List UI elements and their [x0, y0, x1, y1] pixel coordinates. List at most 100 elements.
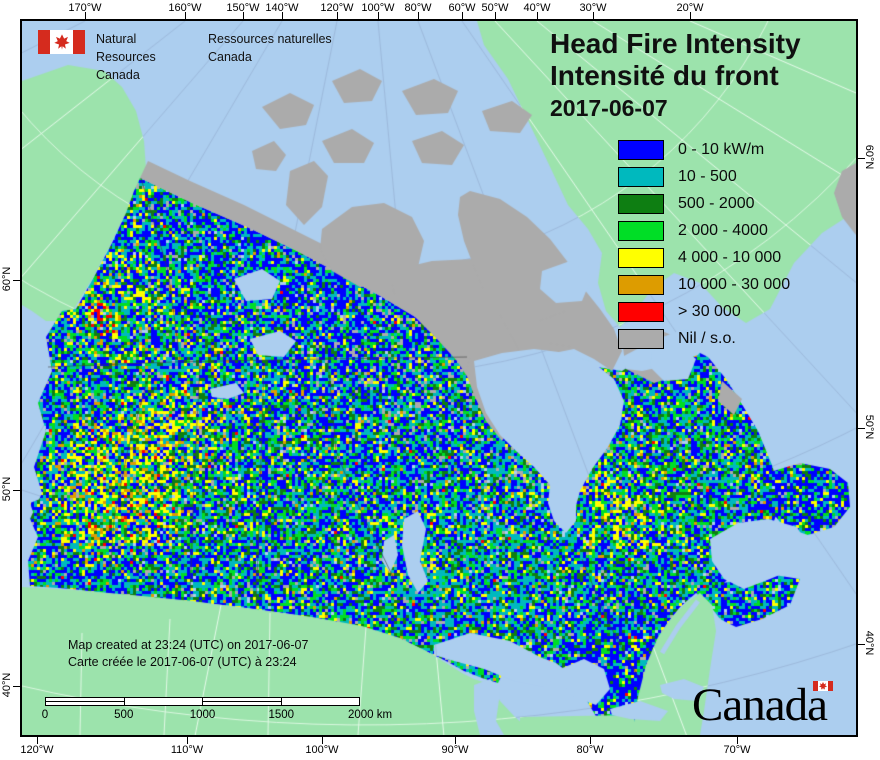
axis-label: 50°N: [863, 414, 875, 440]
axis-label: 40°N: [863, 630, 875, 656]
map-title-en: Head Fire Intensity: [550, 28, 801, 59]
scalebar-tick-label: 0: [41, 709, 49, 721]
legend-swatch: [618, 274, 664, 295]
tick-mark: [494, 12, 496, 19]
logo-fr-line1: Ressources naturelles: [208, 32, 332, 46]
legend-swatch: [618, 328, 664, 349]
legend-label: 0 - 10 kW/m: [678, 140, 765, 158]
maple-leaf-icon: [53, 34, 70, 50]
tick-mark: [36, 737, 38, 744]
tick-mark: [736, 737, 738, 744]
logo-en-line1: Natural Resources: [96, 32, 156, 65]
tick-mark: [377, 12, 379, 19]
nrcan-logo: Natural Resources Canada Ressources natu…: [38, 30, 338, 84]
axis-label: 50°N: [1, 476, 13, 502]
legend-swatch: [618, 247, 664, 268]
axis-label: 70°W: [723, 744, 751, 756]
legend-label: 4 000 - 10 000: [678, 248, 782, 266]
note-fr: Carte créée le 2017-06-07 (UTC) à 23:24: [68, 655, 297, 669]
tick-mark: [592, 12, 594, 19]
tick-mark: [336, 12, 338, 19]
axis-label: 80°W: [404, 2, 432, 14]
axis-label: 100°W: [305, 744, 339, 756]
axis-label: 60°N: [863, 144, 875, 170]
scalebar-segment: [281, 697, 360, 706]
scalebar-end-label: 2000 km: [347, 709, 393, 721]
legend-item: 2 000 - 4000: [618, 217, 790, 244]
legend-label: 2 000 - 4000: [678, 221, 768, 239]
axis-label: 140°W: [265, 2, 299, 14]
tick-mark: [13, 489, 20, 491]
scalebar-tick-label: 500: [114, 709, 134, 721]
axis-label: 150°W: [226, 2, 260, 14]
scalebar-segment: [124, 697, 203, 706]
tick-mark: [242, 12, 244, 19]
scalebar-segment: [203, 697, 282, 706]
note-en: Map created at 23:24 (UTC) on 2017-06-07: [68, 638, 309, 652]
axis-label: 30°W: [579, 2, 607, 14]
axis-label: 20°W: [676, 2, 704, 14]
legend-swatch: [618, 166, 664, 187]
tick-mark: [13, 279, 20, 281]
tick-mark: [321, 737, 323, 744]
tick-mark: [186, 737, 188, 744]
axis-label: 40°N: [1, 672, 13, 698]
legend-label: 500 - 2000: [678, 194, 755, 212]
legend-item: 0 - 10 kW/m: [618, 136, 790, 163]
scalebar-segment: [45, 697, 125, 706]
axis-label: 120°W: [20, 744, 54, 756]
legend-label: 10 - 500: [678, 167, 737, 185]
legend-label: > 30 000: [678, 302, 741, 320]
logo-text-en: Natural Resources Canada: [96, 30, 196, 84]
axis-label: 100°W: [361, 2, 395, 14]
legend-swatch: [618, 220, 664, 241]
axis-label: 170°W: [68, 2, 102, 14]
scale-bar: 0 500 1000 1500 2000 km: [40, 697, 420, 725]
map-title-fr: Intensité du front: [550, 60, 779, 91]
legend-swatch: [618, 193, 664, 214]
tick-mark: [417, 12, 419, 19]
legend-label: Nil / s.o.: [678, 329, 736, 347]
wordmark-flag-icon: [812, 681, 833, 691]
axis-label: 80°W: [576, 744, 604, 756]
legend-item: 10 - 500: [618, 163, 790, 190]
axis-label: 50°W: [481, 2, 509, 14]
legend-swatch: [618, 301, 664, 322]
tick-mark: [858, 157, 865, 159]
legend-item: 500 - 2000: [618, 190, 790, 217]
axis-label: 110°W: [170, 744, 204, 756]
logo-text-fr: Ressources naturelles Canada: [208, 30, 338, 84]
tick-mark: [536, 12, 538, 19]
tick-mark: [454, 737, 456, 744]
tick-mark: [13, 685, 20, 687]
axis-label: 160°W: [168, 2, 202, 14]
scalebar-tick-label: 1500: [268, 709, 295, 721]
tick-mark: [858, 427, 865, 429]
wordmark-text: Canada: [692, 679, 828, 731]
tick-mark: [689, 12, 691, 19]
tick-mark: [858, 643, 865, 645]
logo-fr-line2: Canada: [208, 50, 252, 65]
tick-mark: [84, 12, 86, 19]
legend: 0 - 10 kW/m 10 - 500 500 - 2000 2 000 - 400…: [618, 136, 790, 352]
map-frame: [20, 19, 858, 737]
canada-flag-icon: [38, 30, 85, 54]
axis-label: 120°W: [320, 2, 354, 14]
tick-mark: [461, 12, 463, 19]
title-block: Head Fire Intensity Intensité du front 2…: [550, 28, 801, 122]
scalebar-tick-label: 1000: [189, 709, 216, 721]
map-date: 2017-06-07: [550, 95, 668, 121]
legend-item: 4 000 - 10 000: [618, 244, 790, 271]
tick-mark: [589, 737, 591, 744]
legend-item: > 30 000: [618, 298, 790, 325]
axis-label: 90°W: [441, 744, 469, 756]
creation-notes: Map created at 23:24 (UTC) on 2017-06-07…: [68, 637, 308, 671]
legend-label: 10 000 - 30 000: [678, 275, 791, 293]
tick-mark: [184, 12, 186, 19]
legend-swatch: [618, 139, 664, 160]
canada-wordmark: Canada: [692, 679, 833, 731]
tick-mark: [281, 12, 283, 19]
axis-label: 60°W: [448, 2, 476, 14]
axis-label: 40°W: [523, 2, 551, 14]
